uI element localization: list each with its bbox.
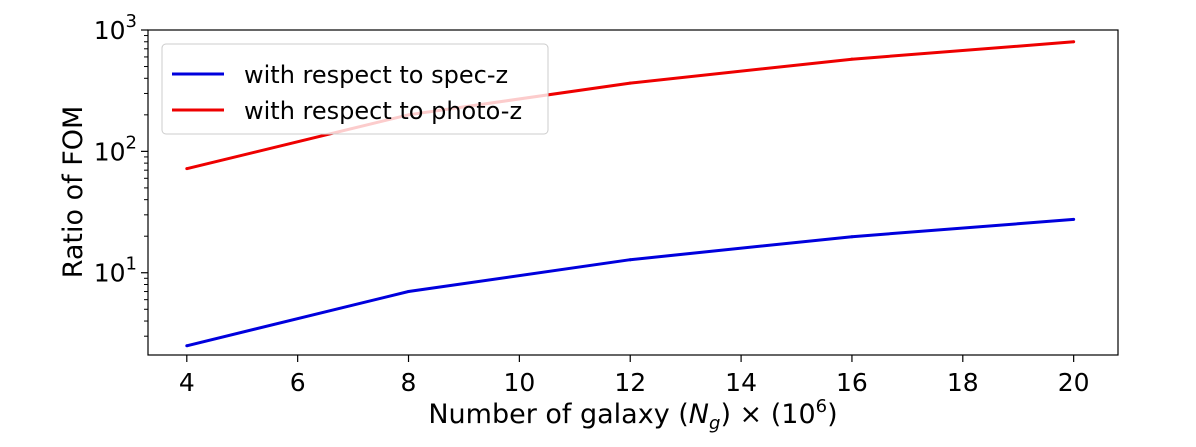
x-tick-label-0: 4 <box>179 368 195 397</box>
x-tick-label-7: 18 <box>947 368 979 397</box>
data-point-1-2 <box>628 81 632 85</box>
y-tick-label-1: 102 <box>94 132 137 166</box>
data-point-0-0 <box>185 344 189 348</box>
x-tick-label-6: 16 <box>836 368 868 397</box>
legend-label-photo-z: with respect to photo-z <box>244 97 522 125</box>
plot-frame <box>147 29 1119 356</box>
data-point-1-0 <box>185 167 189 171</box>
x-tick-label-8: 20 <box>1058 368 1090 397</box>
data-point-1-3 <box>850 57 854 61</box>
legend-box <box>161 43 549 135</box>
legend-label-spec-z: with respect to spec-z <box>244 61 508 89</box>
data-point-0-1 <box>407 290 411 294</box>
x-tick-label-4: 12 <box>614 368 646 397</box>
series-line-0 <box>186 217 1074 348</box>
x-tick-label-3: 10 <box>503 368 535 397</box>
data-point-1-4 <box>1072 40 1076 44</box>
y-axis-label: Ratio of FOM <box>58 106 89 279</box>
data-point-0-3 <box>850 235 854 239</box>
x-tick-label-5: 14 <box>725 368 757 397</box>
legend: with respect to spec-z with respect to p… <box>161 43 549 135</box>
x-axis-label: Number of galaxy (Ng) × (106) <box>428 396 837 434</box>
data-point-0-4 <box>1072 217 1076 221</box>
x-tick-label-1: 6 <box>290 368 306 397</box>
y-tick-label-2: 103 <box>94 11 137 45</box>
data-point-0-2 <box>628 258 632 262</box>
y-tick-label-0: 101 <box>94 254 137 288</box>
x-tick-label-2: 8 <box>401 368 417 397</box>
